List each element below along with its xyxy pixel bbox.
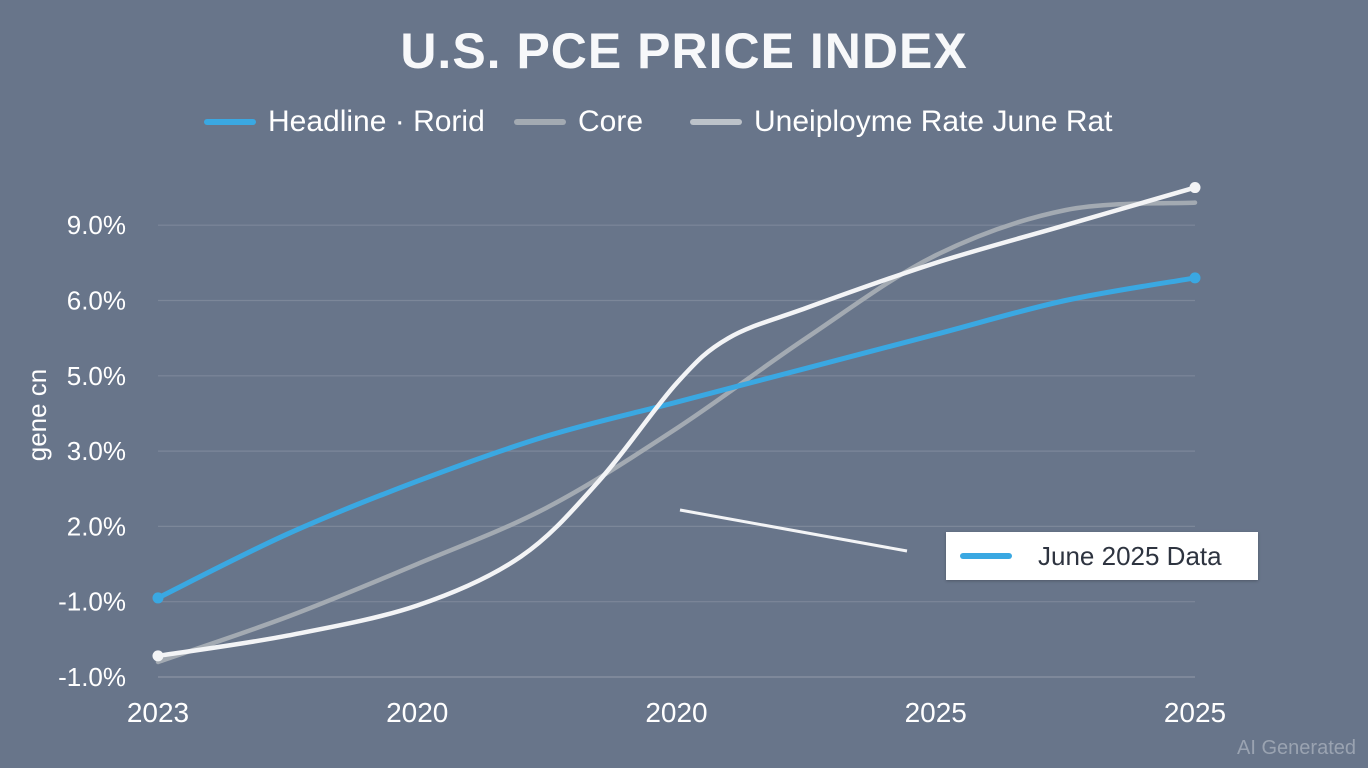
- y-tick-label: -1.0%: [58, 587, 126, 617]
- y-tick-labels: -1.0% -1.0% 2.0% 3.0% 5.0% 6.0% 9.0%: [58, 210, 126, 692]
- watermark: AI Generated: [1237, 737, 1356, 759]
- legend-item-core: Core: [514, 100, 643, 144]
- legend-swatch-core: [514, 119, 566, 125]
- y-tick-label: -1.0%: [58, 662, 126, 692]
- x-tick-label: 2020: [386, 697, 448, 728]
- x-tick-label: 2020: [645, 697, 707, 728]
- data-point: [152, 650, 164, 662]
- x-tick-label: 2023: [127, 697, 189, 728]
- legend-item-headline: Headline · Rorid: [204, 100, 485, 144]
- series-line-unemployment: [155, 185, 1198, 659]
- x-tick-label: 2025: [1164, 697, 1226, 728]
- annotation-callout: June 2025 Data: [946, 532, 1258, 580]
- data-point: [152, 592, 164, 604]
- series-line-headline: [155, 275, 1198, 601]
- x-tick-labels: 2023 2020 2020 2025 2025: [127, 697, 1226, 728]
- annotation-pointer-line: [679, 508, 908, 553]
- series-line-core: [155, 200, 1198, 665]
- annotation-label: June 2025 Data: [1038, 540, 1222, 571]
- legend-item-unemployment: Uneiployme Rate June Rat: [690, 100, 1113, 144]
- legend-swatch-headline: [204, 119, 256, 125]
- chart-legend: Headline · Rorid Core Uneiployme Rate Ju…: [0, 100, 1368, 144]
- y-tick-label: 5.0%: [67, 361, 126, 391]
- y-axis-label: gene cn: [22, 369, 52, 462]
- series-lines: [152, 182, 1201, 665]
- legend-label-headline: Headline · Rorid: [268, 105, 485, 138]
- x-tick-label: 2025: [905, 697, 967, 728]
- y-tick-label: 9.0%: [67, 210, 126, 240]
- legend-label-unemployment: Uneiployme Rate June Rat: [754, 105, 1113, 138]
- chart-title: U.S. PCE PRICE INDEX: [400, 23, 968, 79]
- gridlines: [158, 224, 1195, 678]
- data-point: [1189, 272, 1201, 284]
- legend-swatch-unemployment: [690, 119, 742, 125]
- annotation-swatch: [960, 553, 1012, 559]
- data-point: [1189, 182, 1201, 194]
- legend-label-core: Core: [578, 105, 644, 138]
- y-tick-label: 3.0%: [67, 436, 126, 466]
- y-tick-label: 6.0%: [67, 286, 126, 316]
- y-tick-label: 2.0%: [67, 511, 126, 541]
